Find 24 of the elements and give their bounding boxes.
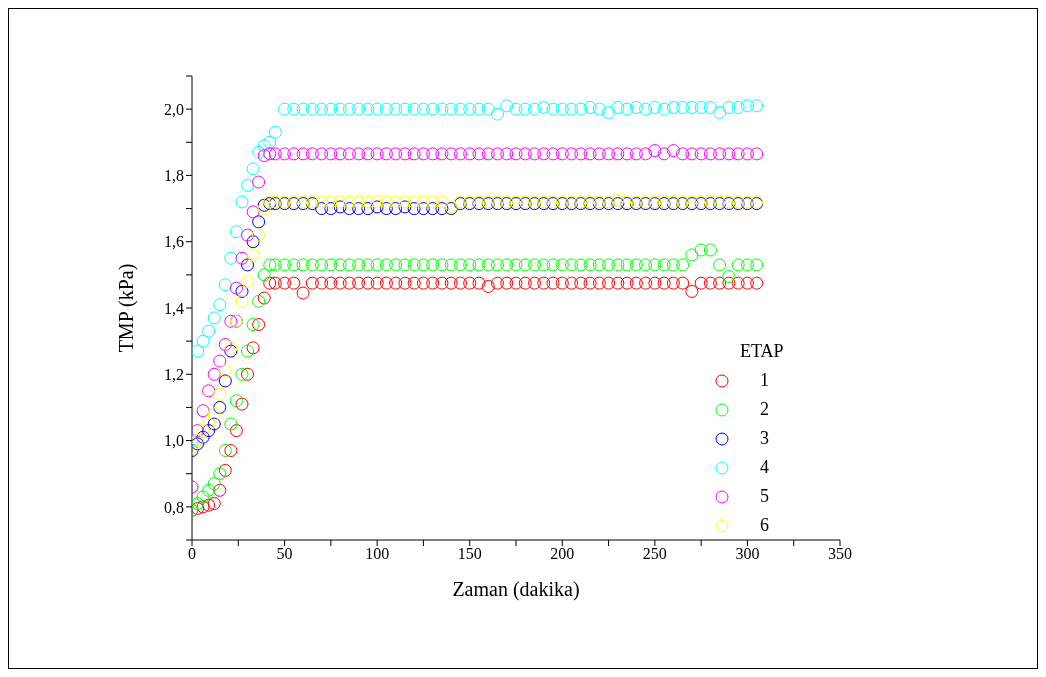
x-tick-label: 200 [550,545,575,563]
x-axis-title: Zaman (dakika) [452,578,580,601]
legend-label: 1 [760,370,769,391]
y-tick-label: 1,0 [164,432,184,450]
x-tick-label: 50 [276,545,293,563]
y-tick-label: 0,8 [164,498,184,516]
legend-title: ETAP [740,341,785,362]
y-tick-label: 1,8 [164,167,184,185]
legend-label: 4 [760,457,769,478]
legend-label: 2 [760,399,769,420]
y-axis-title: TMP (kPa) [115,263,139,353]
x-tick-label: 250 [642,545,667,563]
legend-label: 5 [760,486,769,507]
x-tick-label: 350 [828,545,852,563]
x-tick-label: 300 [735,545,760,563]
legend-label: 6 [760,515,769,536]
y-tick-label: 1,2 [164,365,184,383]
x-tick-label: 150 [457,545,482,563]
y-tick-label: 1,4 [164,299,184,317]
x-tick-label: 0 [188,545,196,563]
x-tick-label: 100 [365,545,390,563]
y-tick-label: 2,0 [164,100,184,118]
y-tick-label: 1,6 [164,233,184,251]
legend-label: 3 [760,428,769,449]
